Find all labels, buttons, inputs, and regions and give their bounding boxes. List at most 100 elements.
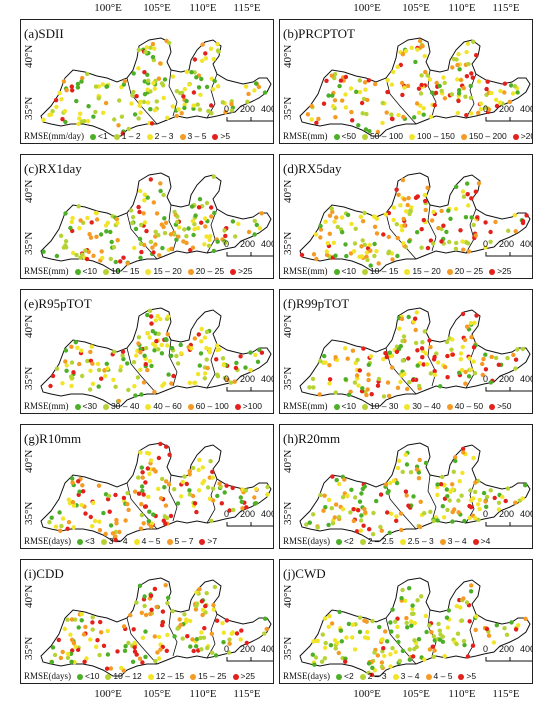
station-point	[118, 259, 123, 264]
station-point	[220, 100, 225, 105]
legend-label: 5 – 7	[174, 536, 194, 546]
station-point	[327, 363, 332, 368]
legend-label: 15 – 20	[412, 266, 441, 276]
station-point	[98, 619, 103, 625]
station-point	[394, 480, 400, 486]
station-point	[70, 88, 75, 93]
station-point	[161, 518, 166, 523]
station-point	[458, 228, 463, 233]
station-point	[136, 335, 142, 340]
scale-label: 200	[499, 509, 515, 519]
station-point	[158, 316, 163, 322]
station-point	[155, 313, 160, 319]
station-point	[318, 223, 323, 229]
station-point	[456, 91, 462, 96]
station-point	[464, 49, 469, 55]
bottom-longitude-label: 100°E	[353, 688, 381, 700]
station-point	[96, 96, 101, 101]
legend-dot-icon	[472, 538, 479, 545]
station-point	[246, 91, 251, 97]
top-longitude-label: 110°E	[189, 2, 217, 14]
station-point	[185, 634, 190, 639]
station-point	[432, 354, 437, 360]
sub-basin-boundary	[168, 609, 178, 657]
station-point	[181, 94, 186, 99]
station-point	[466, 203, 471, 208]
station-point	[453, 206, 459, 212]
station-point	[200, 612, 205, 618]
station-point	[314, 256, 319, 262]
station-point	[423, 207, 428, 213]
legend-dot-icon	[105, 673, 112, 680]
station-point	[407, 239, 412, 244]
station-point	[463, 215, 469, 220]
legend-item: 3 – 4	[100, 536, 128, 546]
station-point	[324, 252, 330, 257]
station-point	[82, 659, 87, 664]
station-point	[143, 629, 148, 634]
station-point	[158, 647, 163, 652]
station-point	[75, 85, 81, 90]
station-point	[473, 627, 478, 633]
station-point	[309, 117, 314, 122]
station-point	[464, 324, 470, 329]
station-point	[424, 629, 429, 635]
station-point	[167, 40, 172, 46]
station-point	[351, 249, 357, 254]
station-point	[444, 229, 449, 235]
station-point	[145, 331, 150, 336]
station-point	[182, 105, 187, 111]
station-point	[329, 73, 334, 78]
station-point	[209, 518, 214, 524]
station-point	[203, 216, 208, 221]
station-point	[458, 77, 464, 83]
station-point	[88, 637, 93, 642]
station-point	[455, 631, 461, 636]
legend-item: >5	[212, 131, 230, 141]
station-point	[340, 98, 345, 103]
station-point	[191, 103, 196, 108]
station-point	[71, 503, 77, 508]
station-point	[90, 381, 96, 386]
station-point	[69, 617, 75, 622]
station-point	[163, 337, 169, 342]
station-point	[78, 111, 83, 116]
station-point	[364, 250, 370, 255]
panel-title: (e)R95pTOT	[24, 296, 92, 311]
station-point	[151, 512, 156, 517]
station-point	[437, 83, 442, 89]
station-point	[156, 233, 161, 238]
sub-basin-boundary	[126, 212, 158, 260]
legend-dot-icon	[187, 403, 194, 410]
station-point	[60, 516, 66, 521]
station-point	[116, 398, 122, 404]
legend-label: 50 – 100	[369, 131, 404, 141]
bottom-longitude-label: 105°E	[143, 688, 171, 700]
station-point	[447, 498, 452, 503]
latitude-label: 40°N	[282, 449, 294, 473]
station-point	[214, 618, 220, 623]
station-point	[366, 372, 371, 377]
station-point	[215, 493, 220, 499]
station-point	[136, 204, 141, 210]
sub-basin-boundary	[427, 474, 437, 522]
station-point	[137, 583, 143, 588]
basin-map	[299, 307, 532, 407]
station-point	[79, 612, 84, 617]
station-point	[331, 240, 336, 245]
station-point	[205, 645, 210, 651]
legend-label: 15 – 25	[198, 671, 227, 681]
station-point	[498, 88, 503, 94]
station-point	[83, 624, 88, 630]
station-point	[423, 613, 428, 619]
station-point	[238, 637, 243, 642]
station-point	[428, 114, 433, 120]
station-point	[473, 233, 478, 238]
station-point	[403, 48, 409, 54]
station-point	[421, 106, 426, 111]
station-point	[164, 444, 169, 449]
station-point	[381, 394, 387, 399]
station-point	[343, 346, 348, 351]
station-point	[500, 494, 505, 500]
